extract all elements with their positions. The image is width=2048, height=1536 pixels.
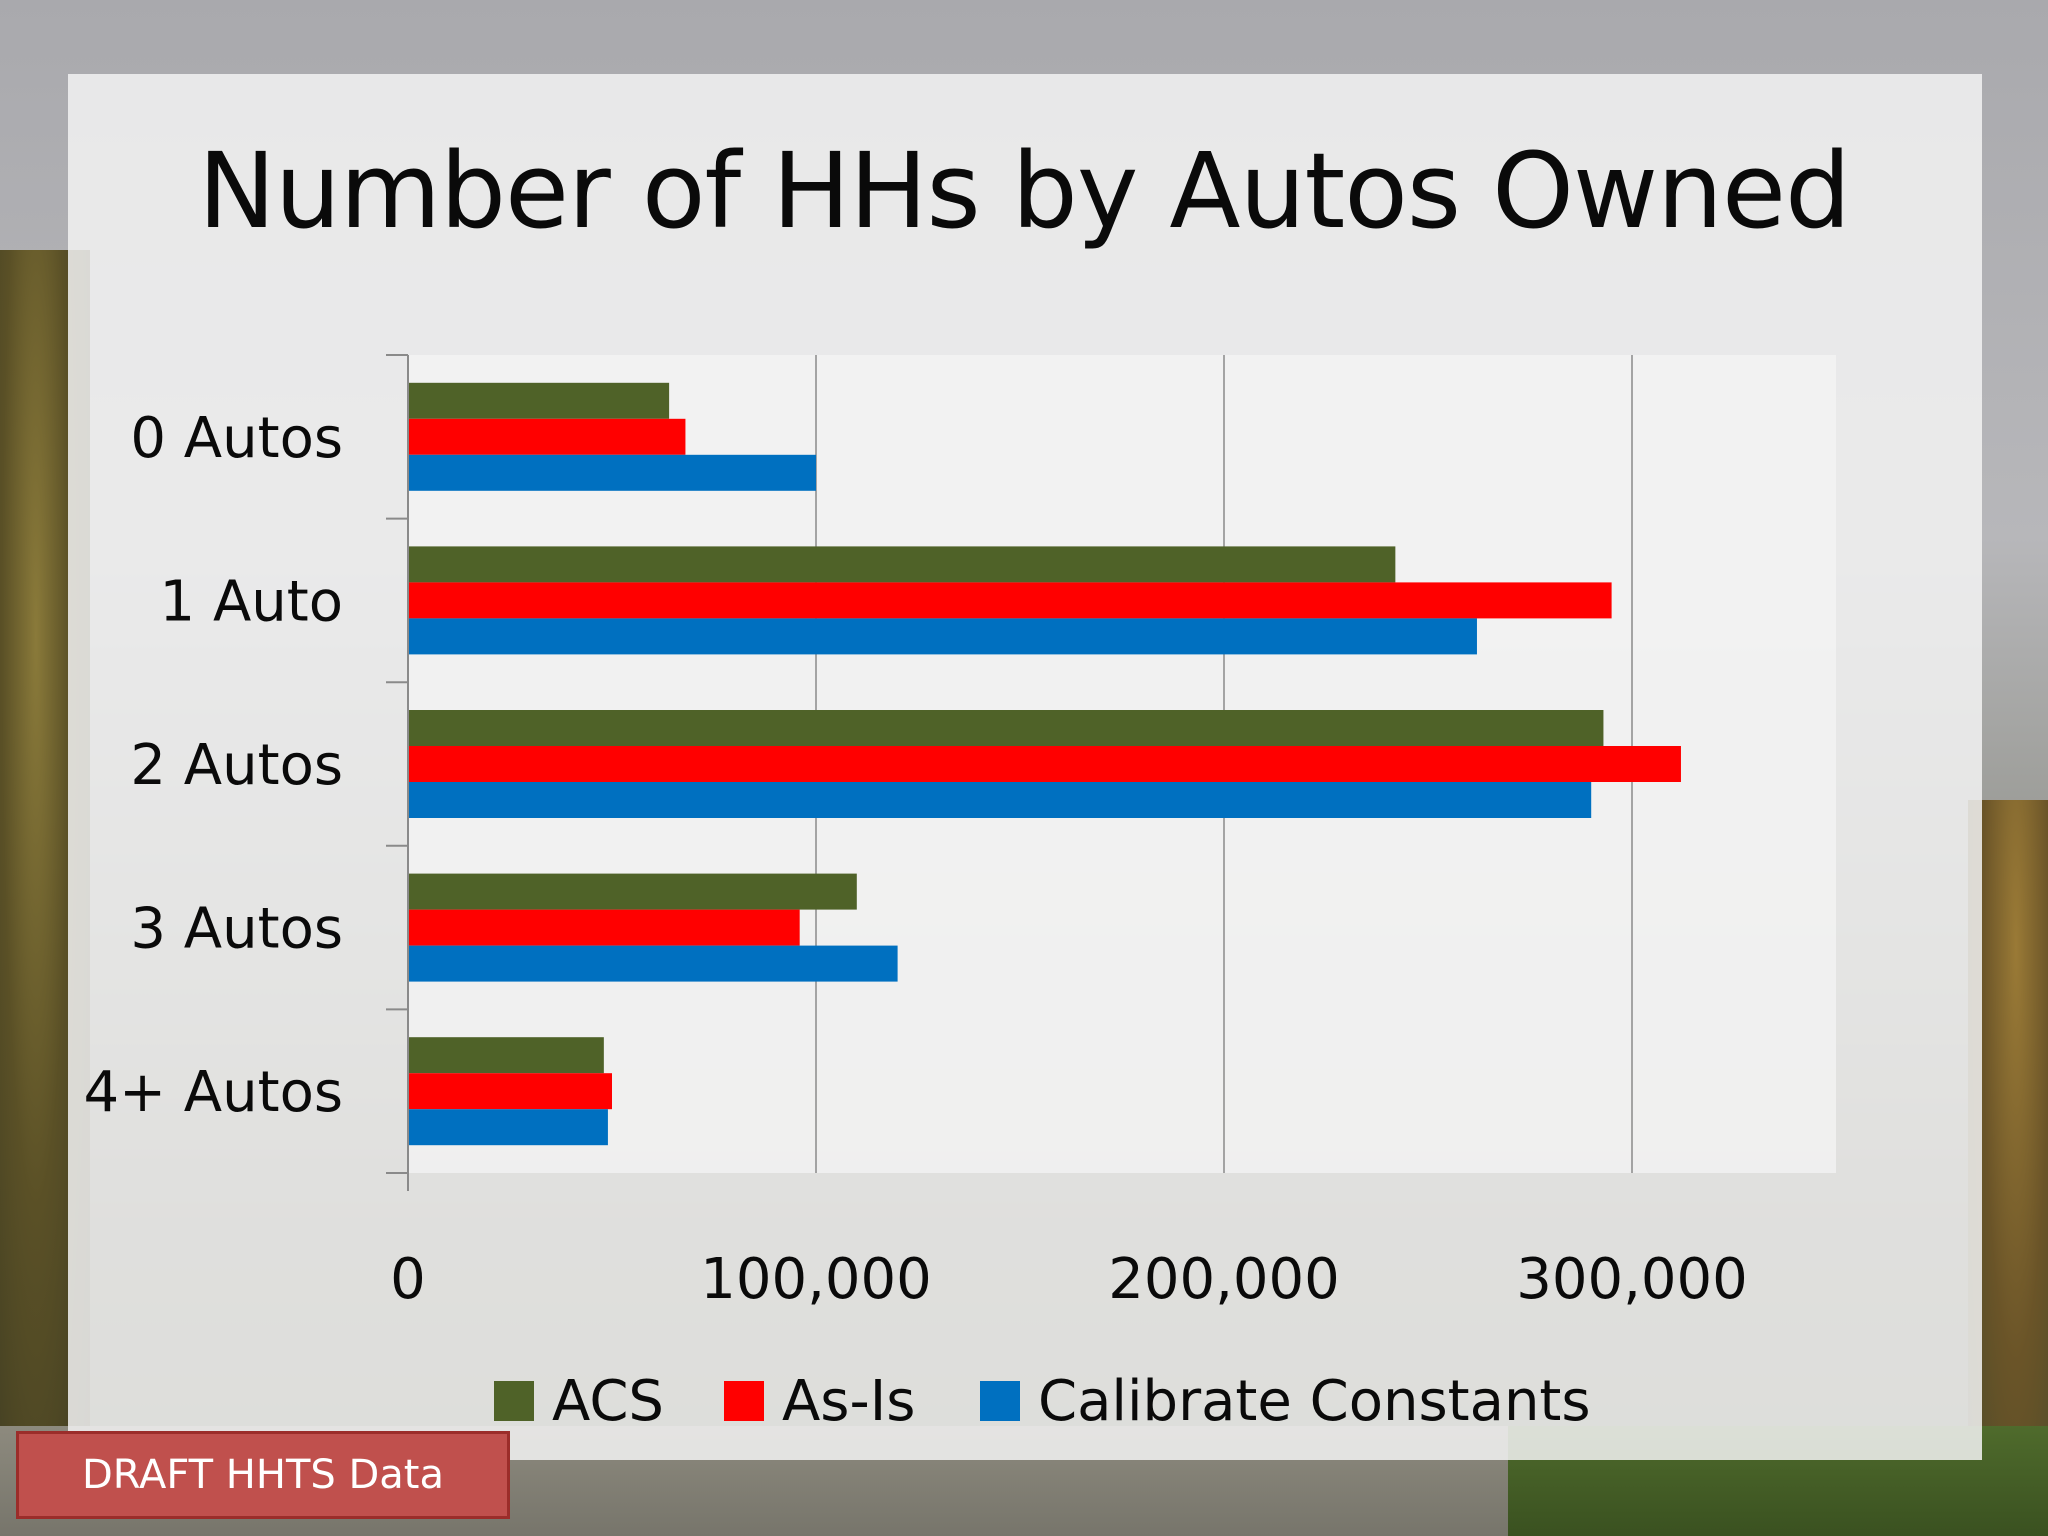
y-category-label-4: 4+ Autos xyxy=(83,1060,343,1125)
draft-badge: DRAFT HHTS Data xyxy=(16,1431,510,1519)
bar-2-autos-acs xyxy=(408,710,1604,746)
legend-label-as-is: As-Is xyxy=(782,1369,915,1434)
bar-4-autos-as-is xyxy=(408,1073,612,1110)
bar-3-autos-acs xyxy=(408,873,857,910)
x-tick-label-0: 0 xyxy=(390,1247,426,1312)
x-tick-label-3: 300,000 xyxy=(1516,1247,1748,1312)
x-tick-label-2: 200,000 xyxy=(1108,1247,1340,1312)
slide-title: Number of HHs by Autos Owned xyxy=(198,130,1851,252)
bar-1-auto-acs xyxy=(408,546,1396,583)
bar-1-auto-calibrate-constants xyxy=(408,618,1477,655)
bar-2-autos-as-is xyxy=(408,746,1681,782)
legend-label-calibrate-constants: Calibrate Constants xyxy=(1038,1369,1591,1434)
legend-label-acs: ACS xyxy=(552,1369,664,1434)
y-category-label-0: 0 Autos xyxy=(130,406,343,471)
bar-1-auto-as-is xyxy=(408,582,1612,619)
y-category-label-3: 3 Autos xyxy=(130,897,343,962)
bar-3-autos-calibrate-constants xyxy=(408,945,898,982)
legend-swatch-calibrate-constants xyxy=(980,1381,1020,1421)
x-tick-label-1: 100,000 xyxy=(700,1247,932,1312)
bar-0-autos-as-is xyxy=(408,418,686,455)
bar-4-autos-calibrate-constants xyxy=(408,1109,608,1146)
bar-0-autos-calibrate-constants xyxy=(408,454,816,491)
y-category-label-2: 2 Autos xyxy=(130,733,343,798)
bar-0-autos-acs xyxy=(408,382,670,419)
legend-swatch-as-is xyxy=(724,1381,764,1421)
bar-3-autos-as-is xyxy=(408,909,800,946)
y-category-label-1: 1 Auto xyxy=(160,569,343,634)
bar-4-autos-acs xyxy=(408,1037,604,1074)
bar-2-autos-calibrate-constants xyxy=(408,782,1592,818)
legend-swatch-acs xyxy=(494,1381,534,1421)
